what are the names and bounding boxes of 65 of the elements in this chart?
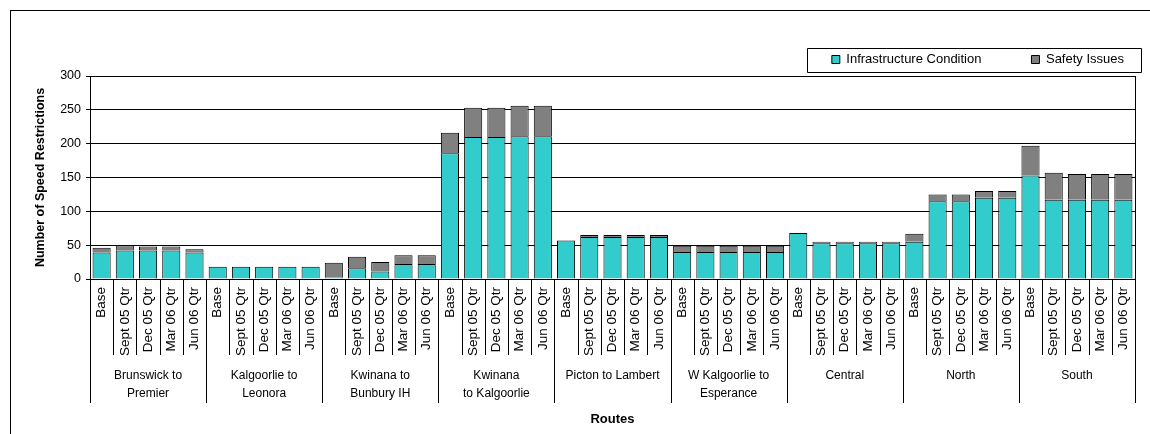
x-tick-label: Mar 06 Qtr (743, 286, 759, 352)
x-tick-label: Base (209, 287, 225, 318)
x-tick-label: Mar 06 Qtr (511, 286, 527, 352)
y-tick-label: 200 (60, 136, 82, 151)
x-tick-label: Dec 05 Qtr (139, 286, 155, 353)
text: Brunswick to Premier (114, 368, 183, 401)
text: Kwinana to Kalgoorlie (463, 368, 531, 401)
x-tick-label: Dec 05 Qtr (372, 286, 387, 353)
x-tick-label: Base (325, 287, 341, 318)
x-tick-label: Jun 06 Qtr (534, 286, 550, 351)
y-tick-label: 250 (60, 102, 82, 117)
x-tick-label: Mar 06 Qtr (975, 286, 991, 352)
x-tick-label: Dec 05 Qtr (836, 286, 852, 353)
x-tick-label: Mar 06 Qtr (859, 286, 875, 352)
text: Picton to Lambert (565, 368, 661, 383)
text: North (946, 368, 976, 383)
x-tick-label: Base (441, 287, 457, 318)
x-tick-label: Jun 06 Qtr (766, 286, 782, 351)
x-tick-label: Dec 05 Qtr (952, 286, 968, 353)
x-tick-label: Jun 06 Qtr (999, 286, 1014, 351)
text: Central (825, 368, 865, 383)
text: W Kalgoorlie to Esperance (687, 368, 770, 401)
y-tick-label: 0 (74, 271, 82, 286)
x-tick-label: Sept 05 Qtr (697, 286, 713, 357)
text: South (1061, 368, 1093, 383)
x-tick-label: Mar 06 Qtr (627, 286, 643, 352)
x-tick-label: Dec 05 Qtr (720, 286, 736, 353)
legend-label: Infrastructure Condition (846, 51, 982, 67)
x-tick-label: Sept 05 Qtr (929, 286, 945, 357)
y-tick-label: 50 (67, 237, 82, 252)
x-tick-label: Jun 06 Qtr (882, 286, 898, 351)
x-tick-label: Dec 05 Qtr (1068, 286, 1084, 353)
x-tick-label: Base (93, 287, 109, 318)
x-tick-label: Sept 05 Qtr (232, 286, 248, 357)
x-tick-label: Sept 05 Qtr (581, 286, 596, 357)
x-tick-label: Jun 06 Qtr (186, 286, 202, 351)
y-tick-label: 300 (60, 68, 82, 83)
x-tick-label: Jun 06 Qtr (1115, 286, 1131, 351)
x-tick-label: Dec 05 Qtr (488, 286, 504, 353)
x-tick-label: Base (1022, 287, 1038, 318)
x-tick-label: Base (906, 287, 922, 318)
y-tick-label: 150 (60, 169, 82, 184)
x-tick-label: Jun 06 Qtr (418, 286, 434, 351)
legend-label: Safety Issues (1045, 51, 1125, 67)
x-tick-label: Base (557, 287, 573, 318)
x-tick-label: Mar 06 Qtr (279, 286, 295, 352)
x-tick-label: Jun 06 Qtr (650, 286, 666, 351)
text: Kwinana to Bunbury IH (350, 368, 411, 401)
x-tick-label: Sept 05 Qtr (1045, 286, 1061, 357)
x-tick-label: Base (673, 287, 689, 318)
x-tick-label: Sept 05 Qtr (813, 286, 829, 357)
x-tick-label: Mar 06 Qtr (163, 286, 178, 352)
x-tick-label: Sept 05 Qtr (464, 286, 480, 357)
x-tick-label: Jun 06 Qtr (302, 286, 318, 351)
x-tick-label: Sept 05 Qtr (348, 286, 364, 357)
x-tick-label: Dec 05 Qtr (255, 286, 271, 353)
y-axis-title: Number of Speed Restrictions (32, 87, 47, 268)
x-tick-label: Mar 06 Qtr (1091, 286, 1107, 352)
x-axis-title: Routes (590, 410, 635, 426)
x-tick-label: Dec 05 Qtr (604, 286, 620, 353)
text: Kalgoorlie to Leonora (230, 368, 298, 401)
y-tick-label: 100 (60, 203, 82, 218)
x-tick-label: Mar 06 Qtr (395, 286, 411, 352)
x-tick-label: Base (790, 287, 805, 318)
x-tick-label: Sept 05 Qtr (116, 286, 132, 357)
